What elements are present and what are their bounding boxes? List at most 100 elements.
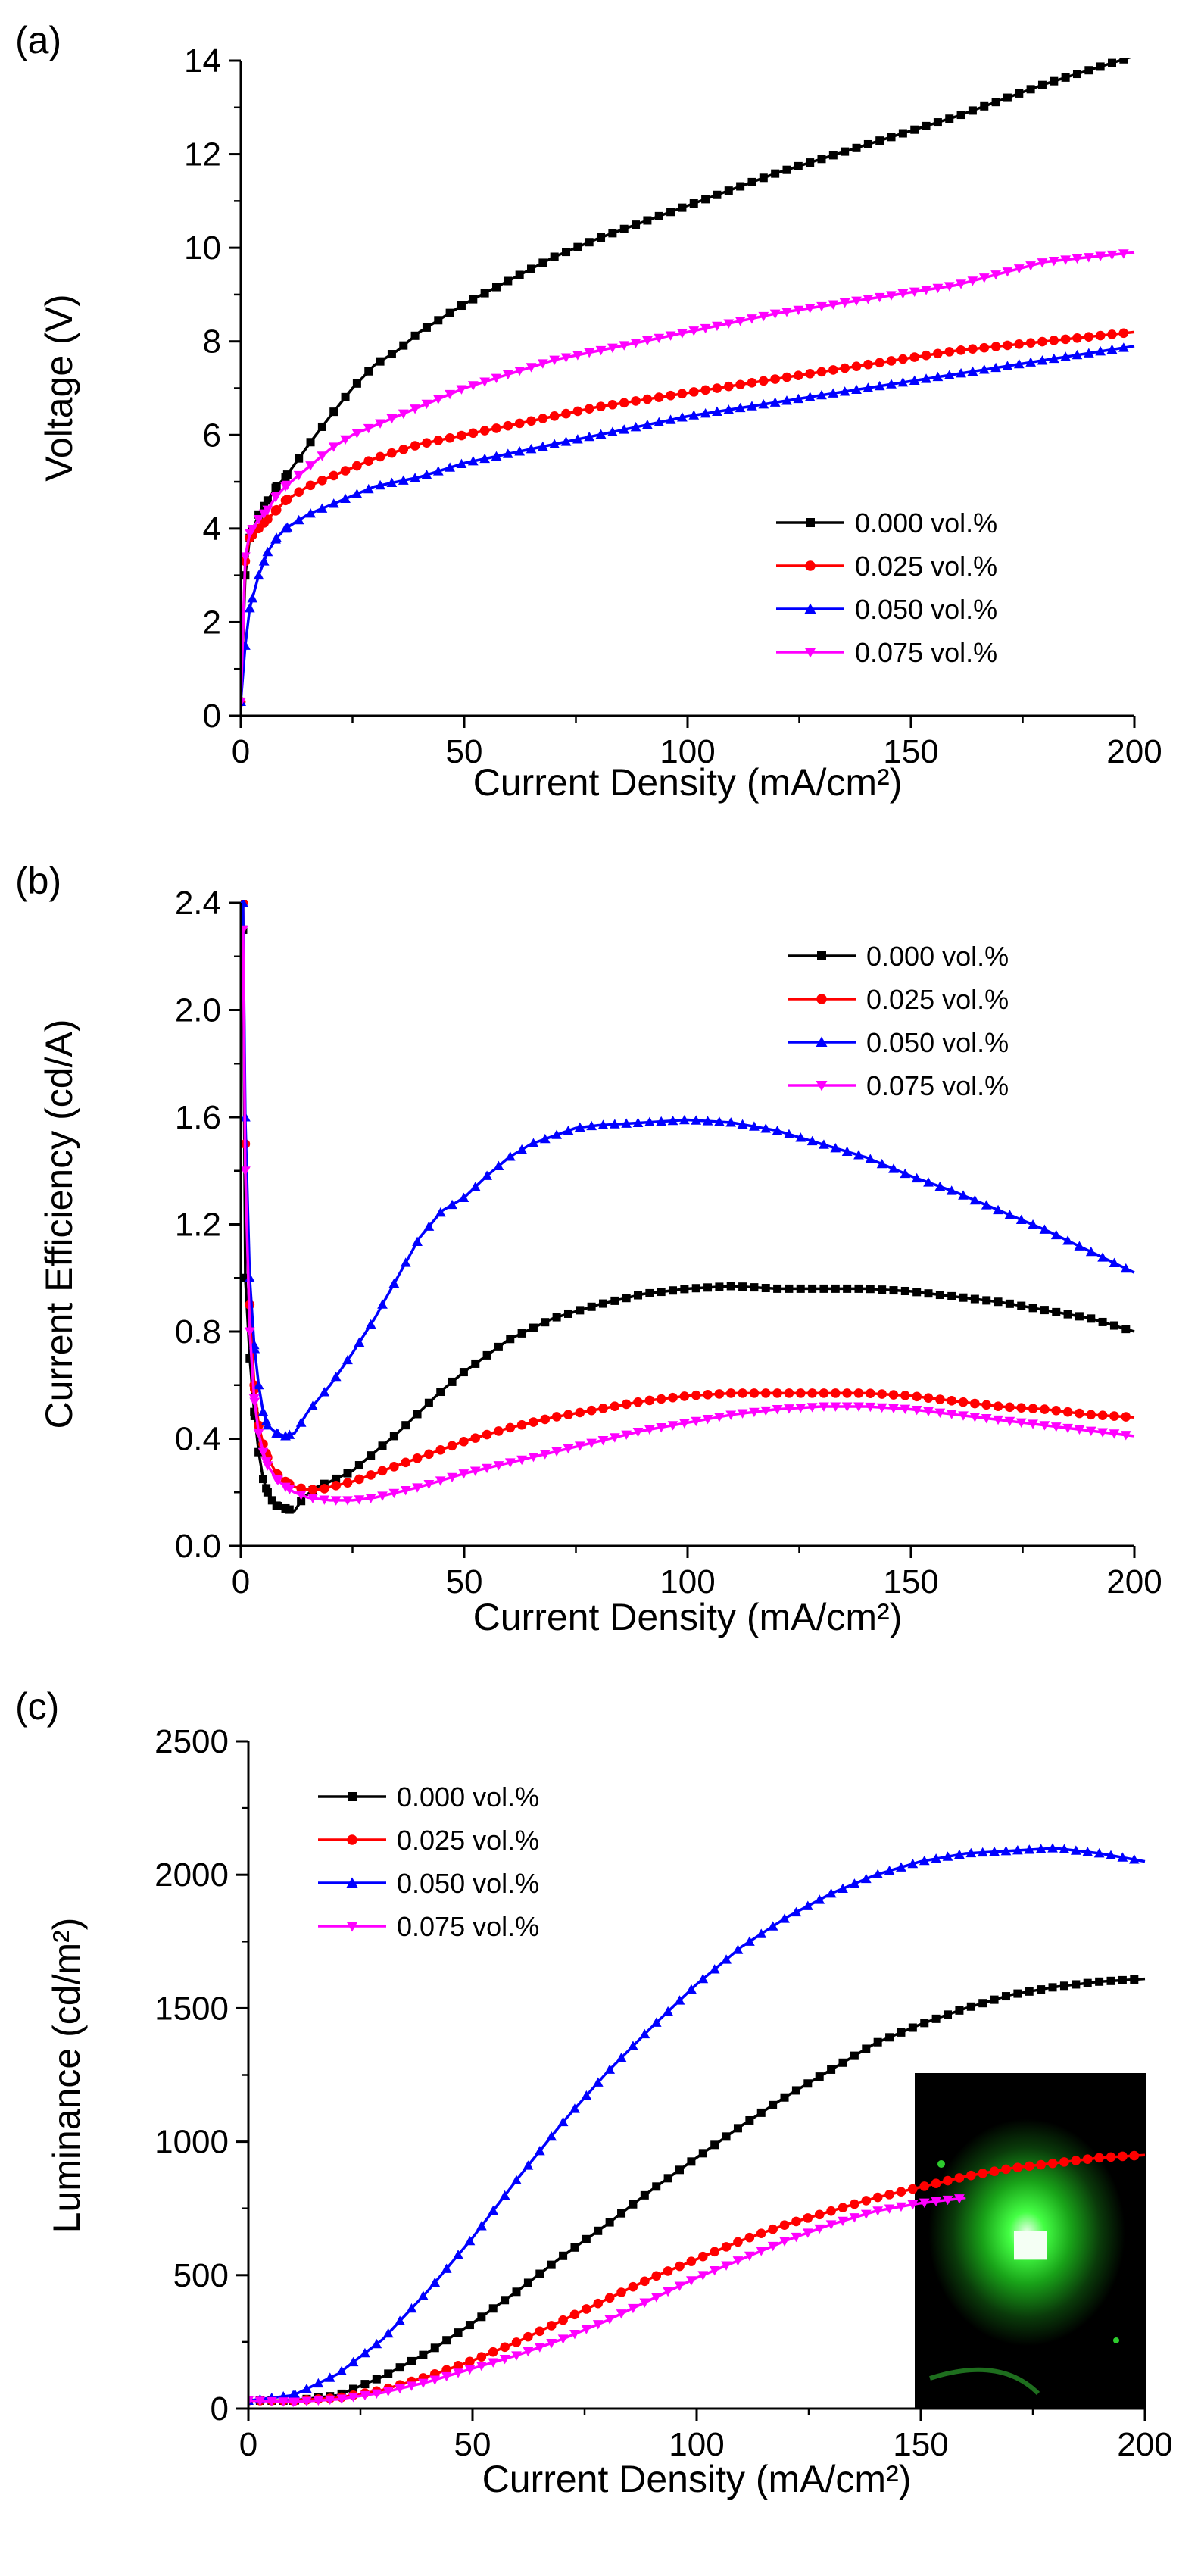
data-point [643,216,652,225]
panel-label: (a) [15,19,61,61]
data-point [528,1453,539,1463]
data-point [650,2293,662,2303]
data-point [1059,1981,1068,1991]
data-point [873,2037,882,2047]
data-point [503,420,513,431]
data-point [546,2338,557,2349]
data-point [504,1458,516,1468]
data-point [424,1449,434,1460]
series-line [241,58,1134,702]
data-point [700,407,711,418]
data-point [842,1388,852,1398]
series-0-075-vol-- [241,925,1135,1506]
data-point [488,2304,498,2313]
data-point [272,1501,281,1510]
data-point [631,396,641,406]
data-point [981,1414,992,1424]
y-tick-label: 2500 [154,1723,229,1760]
data-point [830,1402,841,1412]
data-point [980,101,989,111]
data-point [791,1906,802,1917]
data-point [1106,344,1118,354]
y-tick-label: 8 [203,323,221,361]
data-point [494,1342,503,1351]
data-point [712,406,722,416]
legend-marker [347,1834,357,1845]
data-point [874,292,885,303]
data-point [654,417,665,426]
data-point [538,414,548,423]
data-point [712,383,722,393]
data-point [441,2263,452,2273]
data-point [725,1117,737,1127]
data-point [616,2052,627,2062]
data-point [272,482,281,491]
data-point [574,1441,585,1451]
legend-marker [816,994,827,1004]
data-point [923,1393,934,1403]
data-point [1121,1325,1131,1334]
data-point [1026,85,1035,94]
data-point [288,2390,299,2400]
data-point [575,1407,585,1418]
data-point [468,428,479,439]
data-point [686,1984,697,1994]
data-point [1016,1403,1027,1413]
data-point [535,2326,545,2337]
data-point [254,2396,266,2406]
data-point [686,2276,697,2286]
data-point [667,1421,678,1431]
data-point [793,393,804,404]
y-tick-label: 14 [184,42,221,80]
data-point [502,370,513,380]
data-point [329,407,338,417]
data-point [363,483,374,494]
data-point [410,404,420,414]
data-point [395,2363,404,2372]
data-point [476,2221,487,2231]
data-point [838,1883,848,1893]
data-point [278,2397,289,2407]
data-point [469,1182,481,1191]
y-tick-label: 10 [184,229,221,267]
data-point [597,1119,609,1129]
data-point [632,1427,644,1438]
data-point [476,2352,487,2362]
data-point [384,2369,393,2378]
data-point [342,1354,353,1365]
data-point [779,2237,790,2247]
data-point [248,1394,260,1404]
data-point [877,1389,887,1399]
data-point [769,397,781,407]
inset-speck [937,2160,945,2168]
data-point [454,2328,463,2337]
data-point [931,1853,942,1863]
data-point [758,398,769,409]
data-point [563,1410,573,1419]
data-point [244,1327,255,1337]
data-point [418,2378,429,2389]
data-point [1024,2161,1034,2172]
data-point [967,366,978,376]
data-point [819,1388,829,1398]
data-point [990,362,1001,373]
data-point [838,2203,848,2212]
data-point [732,2256,744,2266]
data-point [909,352,920,362]
data-point [772,1388,782,1398]
data-point [1118,249,1129,259]
data-point [445,462,455,472]
data-point [294,487,304,497]
data-point [1059,1844,1070,1853]
x-tick-label: 150 [883,733,938,770]
data-point [793,305,804,316]
data-point [1120,1263,1131,1273]
data-point [587,1302,596,1311]
data-point [697,2251,708,2262]
legend-label: 0.075 vol.% [855,637,997,668]
data-point [1037,258,1048,268]
data-point [666,390,675,401]
data-point [296,1483,306,1494]
data-point [597,233,606,242]
data-point [257,1407,269,1416]
